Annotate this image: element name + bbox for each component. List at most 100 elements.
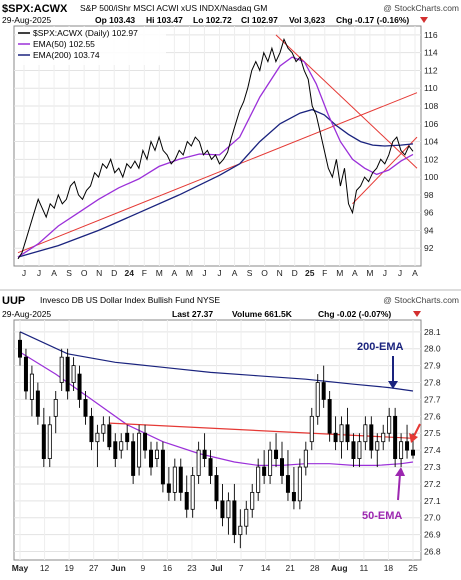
panel1-change: Chg -0.17 (-0.16%)	[336, 15, 409, 25]
candle-body	[333, 432, 338, 443]
trendline-1	[109, 422, 414, 439]
ema50-line	[17, 56, 414, 258]
panel1-x-axis: J J A S O N D 24 F M A M J J A S O N D 25 F M A M J J A	[22, 268, 418, 278]
candle-body	[315, 382, 320, 417]
annotation-50-ema: 50-EMA	[362, 510, 402, 522]
candle-body	[160, 449, 165, 485]
panel1-symbol: $SPX:ACWX	[2, 3, 68, 15]
legend-label-ema50: EMA(50) 102.55	[33, 39, 95, 49]
candle-body	[143, 432, 148, 451]
candle-body	[369, 424, 374, 451]
y-tick-label: 27.3	[424, 462, 441, 472]
x-tick-label: N	[277, 268, 283, 278]
candle-body	[154, 449, 159, 459]
x-tick-label: A	[51, 268, 57, 278]
x-tick-label: J	[398, 268, 402, 278]
y-tick-label: 27.0	[424, 513, 441, 523]
x-tick-label: 11	[359, 563, 368, 573]
legend-label-price: $SPX:ACWX (Daily) 102.97	[33, 28, 138, 38]
x-tick-label: M	[366, 268, 373, 278]
candle-body	[202, 449, 207, 459]
candle-body	[29, 373, 34, 400]
candle-body	[262, 466, 267, 476]
candle-body	[113, 441, 118, 459]
y-tick-label: 96	[424, 208, 434, 218]
panel2-grid	[14, 320, 421, 560]
x-tick-label: Jul	[210, 563, 222, 573]
trendline-1	[17, 92, 418, 254]
x-tick-label: M	[156, 268, 163, 278]
x-tick-label: F	[142, 268, 147, 278]
panel1-volume: Vol 3,623	[289, 15, 325, 25]
y-tick-label: 27.5	[424, 428, 441, 438]
x-tick-label: M	[336, 268, 343, 278]
candle-body	[214, 475, 219, 502]
y-tick-label: 26.8	[424, 547, 441, 557]
x-tick-label: J	[202, 268, 206, 278]
candle-body	[77, 373, 82, 400]
candle-body	[387, 415, 392, 434]
panel1-close: Cl 102.97	[241, 15, 278, 25]
panel2-date: 29-Aug-2025	[2, 309, 51, 319]
candle-body	[190, 475, 195, 510]
down-arrow-icon	[413, 311, 421, 317]
candle-body	[238, 525, 243, 536]
candle-body	[375, 441, 380, 451]
panel2-symbol: UUP	[2, 295, 25, 307]
candle-body	[172, 466, 177, 493]
panel1-low: Lo 102.72	[193, 15, 232, 25]
candle-body	[89, 415, 94, 443]
x-tick-label: A	[232, 268, 238, 278]
x-tick-label: A	[172, 268, 178, 278]
candle-body	[363, 424, 368, 443]
panel2-x-axis: May 12 19 27 Jun 9 16 23 Jul 7 14 21 28 Aug 11 18 25	[12, 563, 418, 573]
candle-body	[345, 424, 350, 443]
y-tick-label: 100	[424, 172, 438, 182]
x-tick-label: 25	[305, 268, 315, 278]
candle-body	[381, 432, 386, 443]
trendline-3	[352, 136, 418, 205]
x-tick-label: 9	[140, 563, 145, 573]
candle-body	[256, 466, 261, 493]
candle-body	[327, 399, 332, 434]
panel2-series	[17, 331, 415, 549]
annotation-50-ema-arrow	[397, 473, 401, 501]
ema200-line	[19, 331, 414, 392]
x-tick-label: 27	[89, 563, 99, 573]
price-line	[17, 37, 414, 260]
candle-body	[148, 449, 153, 468]
candle-body	[232, 500, 237, 536]
panel2-y-axis: 26.8 26.9 27.0 27.1 27.2 27.3 27.4 27.5 27.6 27.7…	[424, 327, 441, 557]
y-tick-label: 104	[424, 137, 438, 147]
candle-body	[125, 432, 130, 443]
y-tick-label: 98	[424, 190, 434, 200]
arrow-up-icon	[395, 467, 405, 476]
candle-body	[220, 500, 225, 519]
candle-body	[23, 356, 28, 392]
x-tick-label: J	[383, 268, 387, 278]
panel1-date: 29-Aug-2025	[2, 15, 51, 25]
candle-body	[184, 491, 189, 510]
annotation-red-arrow	[413, 423, 421, 437]
panel2-plot-frame	[13, 319, 422, 561]
candle-body	[71, 365, 76, 383]
y-tick-label: 114	[424, 48, 438, 58]
panel2-change: Chg -0.02 (-0.07%)	[318, 309, 391, 319]
candle-body	[357, 441, 362, 459]
candle-body	[226, 500, 231, 519]
legend-background	[16, 27, 166, 65]
candle-body	[59, 356, 64, 383]
y-tick-label: 92	[424, 243, 434, 253]
x-tick-label: M	[186, 268, 193, 278]
arrow-down-icon	[388, 381, 398, 389]
candle-body	[119, 441, 124, 451]
candle-body	[47, 424, 52, 459]
y-tick-label: 27.1	[424, 496, 441, 506]
x-tick-label: 28	[310, 563, 320, 573]
panel1-watermark: @ StockCharts.com	[383, 3, 459, 13]
candle-body	[17, 339, 22, 358]
x-tick-label: O	[261, 268, 268, 278]
x-tick-label: S	[66, 268, 72, 278]
x-tick-label: 25	[408, 563, 418, 573]
arrow-icon	[409, 433, 418, 443]
